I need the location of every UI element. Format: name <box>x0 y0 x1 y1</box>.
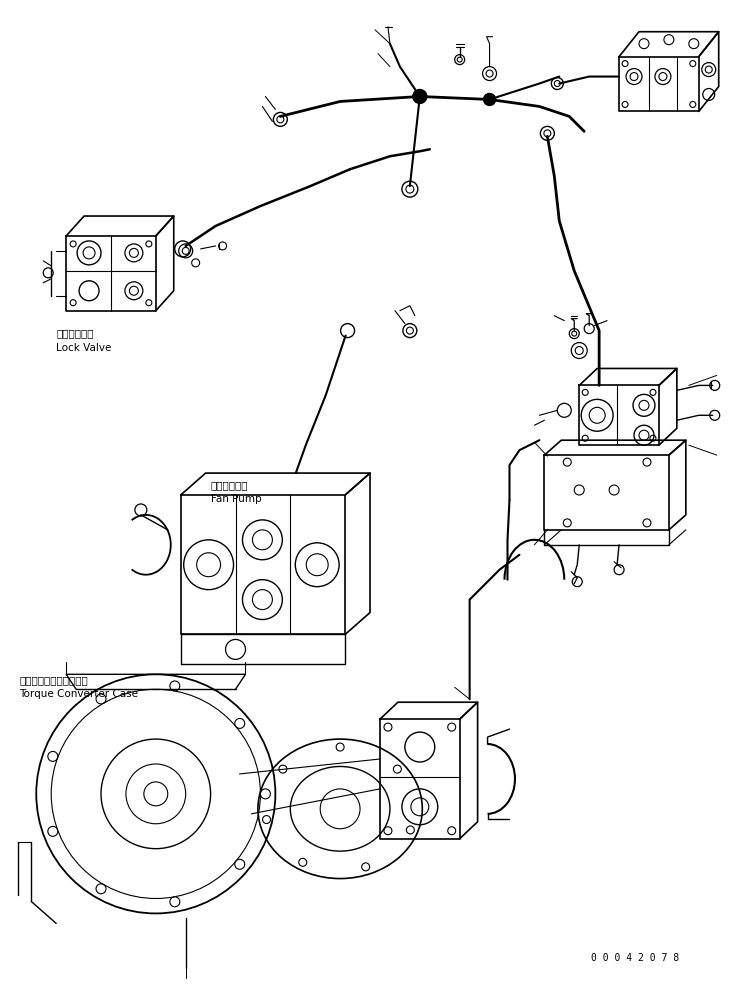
Text: Lock Valve: Lock Valve <box>56 342 112 352</box>
Text: ファンポンプ: ファンポンプ <box>210 480 248 490</box>
Text: ロックバルブ: ロックバルブ <box>56 329 94 338</box>
Text: トルクコンバータケース: トルクコンバータケース <box>19 675 88 685</box>
Text: Fan Pump: Fan Pump <box>210 494 261 504</box>
Circle shape <box>413 90 427 103</box>
Text: Torque Converter Case: Torque Converter Case <box>19 689 138 700</box>
Circle shape <box>483 93 495 105</box>
Text: 0 0 0 4 2 0 7 8: 0 0 0 4 2 0 7 8 <box>591 953 679 963</box>
